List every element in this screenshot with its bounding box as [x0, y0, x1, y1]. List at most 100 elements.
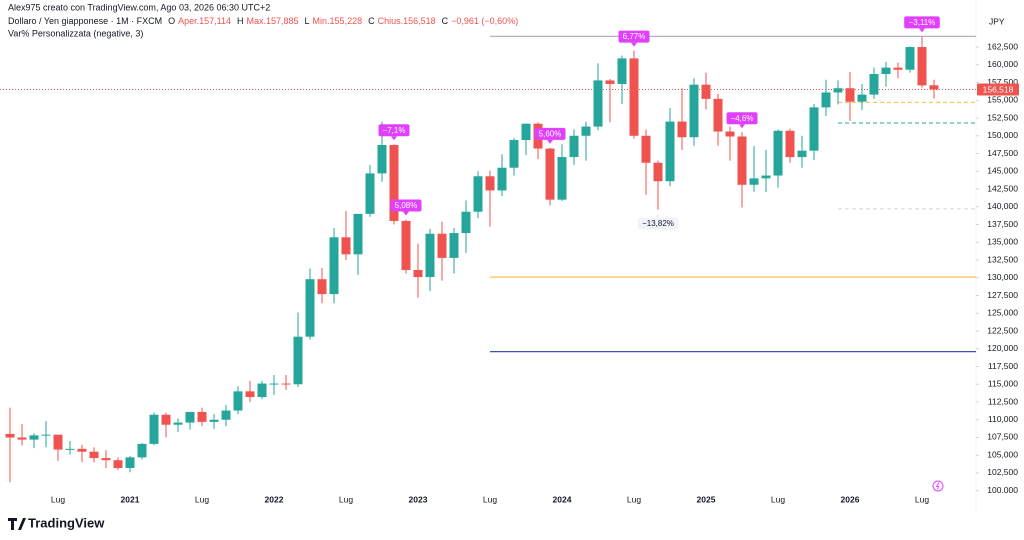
y-tick-label: 160,000 — [987, 59, 1018, 69]
x-tick-label: Lug — [771, 494, 785, 504]
ohlc-key: C — [368, 16, 375, 26]
annotation-pointer — [655, 213, 661, 218]
y-tick-label: 140,000 — [987, 201, 1018, 211]
annotation-pointer — [739, 124, 745, 129]
candle-body — [497, 167, 507, 191]
candle-body — [425, 233, 435, 278]
candle-body — [377, 145, 387, 174]
candle-body — [125, 457, 135, 469]
candle-body — [461, 211, 471, 234]
candle-body — [65, 448, 75, 450]
candle-body — [893, 67, 903, 70]
candle-body — [449, 233, 459, 258]
x-tick-label: 2022 — [265, 494, 284, 504]
candle-body — [569, 135, 579, 158]
candle-body — [341, 237, 351, 255]
annotation-box — [904, 16, 940, 29]
annotation-box — [637, 217, 679, 230]
annotation-label: 5,08% — [395, 201, 418, 210]
y-tick-label: 100.000 — [987, 485, 1018, 495]
x-tick-label: 2023 — [409, 494, 428, 504]
ohlc-key: H — [237, 16, 244, 26]
candle-body — [53, 434, 63, 450]
annotation-label: −7,1% — [383, 126, 406, 135]
candle-body — [749, 178, 759, 185]
candle-body — [473, 176, 483, 212]
candle-body — [269, 383, 279, 385]
candle-body — [137, 443, 147, 458]
x-tick-label: Lug — [483, 494, 497, 504]
x-tick-label: 2021 — [121, 494, 140, 504]
ohlc-key: L — [305, 16, 310, 26]
candle-body — [917, 47, 927, 86]
lightning-icon — [932, 480, 944, 492]
candle-body — [929, 85, 939, 90]
y-tick-label: 142,500 — [987, 183, 1018, 193]
candle-body — [185, 411, 195, 423]
annotation-pointer — [631, 42, 637, 47]
candle-body — [437, 233, 447, 258]
y-tick-label: 157,500 — [987, 77, 1018, 87]
candle-body — [89, 451, 99, 459]
y-tick-label: 155,000 — [987, 95, 1018, 105]
candle-body — [593, 80, 603, 127]
y-tick-label: 122,500 — [987, 325, 1018, 335]
ohlc-value: Chius.156,518 — [378, 16, 436, 26]
x-tick-label: 2025 — [697, 494, 716, 504]
candle-body — [725, 131, 735, 137]
candle-body — [617, 58, 627, 84]
candle-body — [317, 279, 327, 295]
y-tick-label: 147,500 — [987, 148, 1018, 158]
candle-body — [761, 175, 771, 179]
candle-body — [821, 92, 831, 108]
candle-body — [17, 437, 27, 440]
candle-body — [845, 88, 855, 102]
price-tag — [977, 83, 1019, 96]
candle-body — [257, 383, 267, 398]
candle-body — [221, 410, 231, 420]
y-tick-label: 107,500 — [987, 432, 1018, 442]
indicator-name: Var% Personalizzata (negative, 3) — [8, 28, 143, 38]
logo-icon — [8, 518, 26, 530]
candle-body — [509, 140, 519, 168]
candle-body — [101, 458, 111, 461]
candle-body — [701, 84, 711, 99]
author-line: Alex975 creato con TradingView.com, Ago … — [8, 2, 270, 12]
annotation-label: −4,6% — [731, 114, 754, 123]
ohlc-value: Aper.157,114 — [178, 16, 231, 26]
candle-body — [173, 422, 183, 425]
candle-body — [521, 123, 531, 141]
symbol-name: Dollaro / Yen giapponese · 1M · FXCM — [8, 16, 162, 26]
logo-text: TradingView — [28, 515, 105, 530]
logo: TradingView — [8, 515, 105, 530]
candle-body — [485, 176, 495, 191]
annotation-pointer — [403, 211, 409, 216]
candle-body — [413, 269, 423, 278]
candle-body — [737, 136, 747, 185]
annotation-box — [378, 124, 410, 137]
candle-body — [653, 162, 663, 182]
annotation-label: 6,77% — [623, 32, 646, 41]
y-tick-label: 145,000 — [987, 166, 1018, 176]
ohlc-value: Min.155,228 — [313, 16, 363, 26]
annotation-pointer — [391, 136, 397, 141]
x-tick-label: Lug — [195, 494, 209, 504]
price-tag-label: 156,518 — [983, 84, 1014, 94]
y-tick-label: 105,000 — [987, 449, 1018, 459]
candle-body — [605, 80, 615, 84]
y-tick-label: 112,500 — [988, 396, 1018, 406]
candle-body — [881, 67, 891, 75]
y-tick-label: 110,000 — [988, 414, 1018, 424]
candle-body — [857, 94, 867, 102]
ohlc-value: −0,961 (−0,60%) — [451, 16, 518, 26]
candle-body — [293, 336, 303, 385]
x-tick-label: Lug — [627, 494, 641, 504]
y-tick-label: 150,000 — [987, 130, 1018, 140]
x-tick-label: Lug — [339, 494, 353, 504]
candle-body — [305, 279, 315, 337]
ohlc-key: O — [168, 16, 175, 26]
candle-body — [785, 130, 795, 158]
annotation-label: 5,60% — [539, 129, 562, 138]
